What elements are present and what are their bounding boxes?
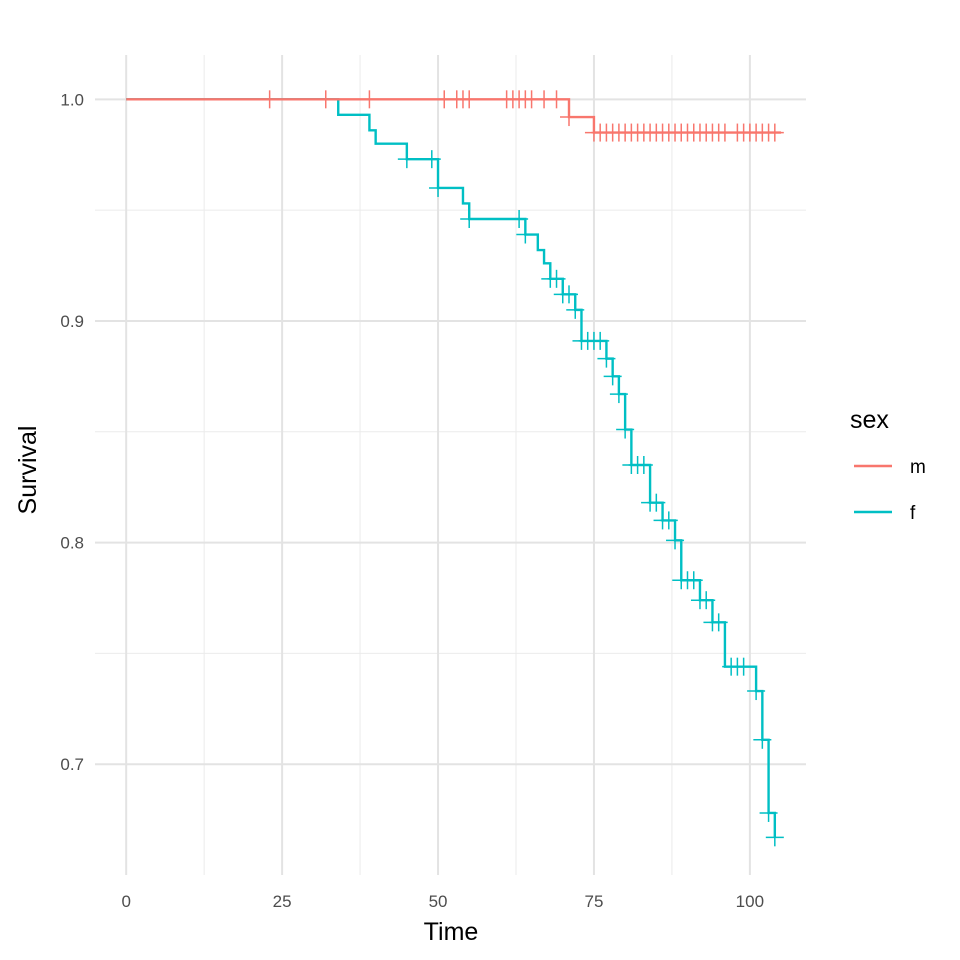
y-tick-label: 0.8 — [60, 534, 84, 553]
censor-mark-m — [560, 108, 578, 127]
x-axis-title: Time — [424, 918, 479, 946]
x-tick-labels: 0 25 50 75 100 — [121, 892, 764, 911]
y-tick-label: 0.7 — [60, 755, 84, 774]
grid-minor — [95, 55, 806, 875]
series-m — [126, 90, 784, 142]
censor-mark-f — [603, 367, 622, 386]
censor-mark-f — [510, 210, 529, 228]
grid-major — [95, 55, 806, 875]
legend: sex m f — [850, 406, 926, 524]
censor-mark-f — [684, 571, 703, 590]
censor-mark-m — [260, 90, 279, 109]
censor-mark-f — [547, 269, 566, 288]
y-tick-label: 1.0 — [60, 90, 84, 109]
legend-label-m: m — [910, 457, 926, 478]
series-line-m — [126, 98, 782, 134]
series-f — [126, 98, 784, 847]
censor-mark-f — [765, 828, 784, 847]
censor-mark-f — [666, 531, 685, 550]
censor-mark-f — [616, 420, 635, 439]
censor-mark-f — [609, 385, 628, 404]
censor-mark-f — [397, 150, 416, 169]
censor-mark-f — [659, 511, 678, 530]
x-tick-label: 75 — [584, 892, 603, 911]
censor-mark-f — [560, 285, 578, 304]
censor-mark-f — [647, 493, 666, 512]
censor-mark-f — [747, 682, 766, 701]
censor-mark-f — [591, 331, 610, 350]
censor-mark-f — [634, 456, 653, 474]
legend-label-f: f — [910, 503, 916, 524]
censor-mark-f — [566, 300, 585, 319]
censor-mark-m — [316, 90, 335, 109]
censor-mark-f — [734, 657, 753, 676]
y-axis-title: Survival — [14, 426, 42, 515]
censor-mark-m — [360, 90, 379, 109]
censor-mark-f — [422, 150, 441, 169]
censor-mark-m — [547, 90, 566, 109]
censor-mark-f — [460, 210, 479, 228]
x-tick-label: 25 — [273, 892, 292, 911]
censor-mark-f — [709, 613, 728, 632]
censor-mark-f — [516, 225, 535, 244]
censor-mark-f — [597, 349, 616, 368]
y-tick-label: 0.9 — [60, 312, 84, 331]
censor-mark-f — [697, 591, 716, 610]
y-tick-labels: 0.7 0.8 0.9 1.0 — [60, 90, 84, 774]
legend-title: sex — [850, 406, 889, 434]
x-tick-label: 0 — [121, 892, 130, 911]
censor-mark-f — [753, 730, 772, 749]
censor-mark-m — [765, 123, 784, 142]
x-tick-label: 100 — [736, 892, 764, 911]
censor-mark-m — [460, 90, 479, 109]
series-layer — [126, 90, 784, 847]
censor-mark-f — [429, 178, 448, 197]
x-tick-label: 50 — [429, 892, 448, 911]
censor-mark-f — [759, 803, 778, 822]
